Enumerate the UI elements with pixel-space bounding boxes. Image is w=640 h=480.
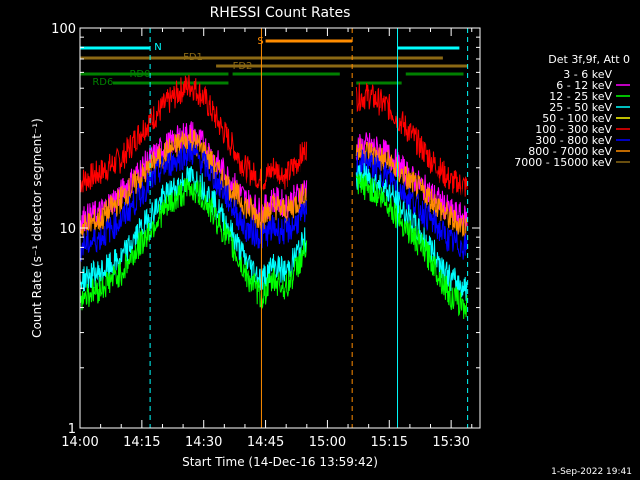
legend-label: 25 - 50 keV xyxy=(549,101,612,114)
series-line-4 xyxy=(355,149,468,260)
y-tick-label: 10 xyxy=(59,222,76,237)
series-line-6 xyxy=(355,173,468,320)
annotation-label-n: N xyxy=(154,42,161,53)
y-tick-label: 100 xyxy=(51,22,76,37)
series-line-6 xyxy=(79,177,308,311)
series-line-3 xyxy=(355,138,468,239)
x-tick-label: 14:30 xyxy=(185,435,222,450)
x-tick-label: 15:30 xyxy=(432,435,469,450)
annotation-label-rd0: RD0 xyxy=(129,69,150,80)
series-line-3 xyxy=(79,128,308,238)
legend-label: 800 - 7000 keV xyxy=(528,145,612,158)
annotation-label-fd1: FD1 xyxy=(183,52,203,63)
series-line-4 xyxy=(79,140,308,263)
annotation-label-fd2: FD2 xyxy=(233,61,253,72)
series-line-0 xyxy=(355,82,468,198)
legend-label: 100 - 300 keV xyxy=(535,123,612,136)
series-line-0 xyxy=(79,74,308,194)
legend-label: 12 - 25 keV xyxy=(549,90,612,103)
legend-label: 50 - 100 keV xyxy=(542,112,612,125)
timestamp-footer: 1-Sep-2022 19:41 xyxy=(551,467,632,477)
chart-title: RHESSI Count Rates xyxy=(210,5,351,21)
axes: 14:00 14:15 14:30 14:45 15:00 15:15 15:30 1 10 10… xyxy=(51,22,480,450)
annotation-label-s: S xyxy=(257,36,263,47)
y-tick-label: 1 xyxy=(68,422,76,437)
annotation-label-rd6: RD6 xyxy=(92,77,113,88)
x-tick-label: 14:15 xyxy=(123,435,160,450)
series-line-1 xyxy=(355,117,468,217)
y-axis-label: Count Rate (s⁻¹ detector segment⁻¹) xyxy=(30,118,44,338)
legend-label: 300 - 800 keV xyxy=(535,134,612,147)
x-tick-label: 15:00 xyxy=(309,435,346,450)
series-line-5 xyxy=(355,163,468,301)
series-line-5 xyxy=(79,166,308,292)
x-tick-label: 15:15 xyxy=(371,435,408,450)
legend-label: 3 - 6 keV xyxy=(563,68,612,81)
x-axis-label: Start Time (14-Dec-16 13:59:42) xyxy=(182,455,378,469)
x-tick-label: 14:45 xyxy=(247,435,284,450)
series-group xyxy=(79,74,468,320)
legend-header: Det 3f,9f, Att 0 xyxy=(548,53,630,66)
x-tick-label: 14:00 xyxy=(61,435,98,450)
legend-label: 6 - 12 keV xyxy=(556,79,612,92)
annotation-bars: N S FD1 FD2 RD0 RD6 xyxy=(80,36,468,88)
legend-label: 7000 - 15000 keV xyxy=(514,156,612,169)
